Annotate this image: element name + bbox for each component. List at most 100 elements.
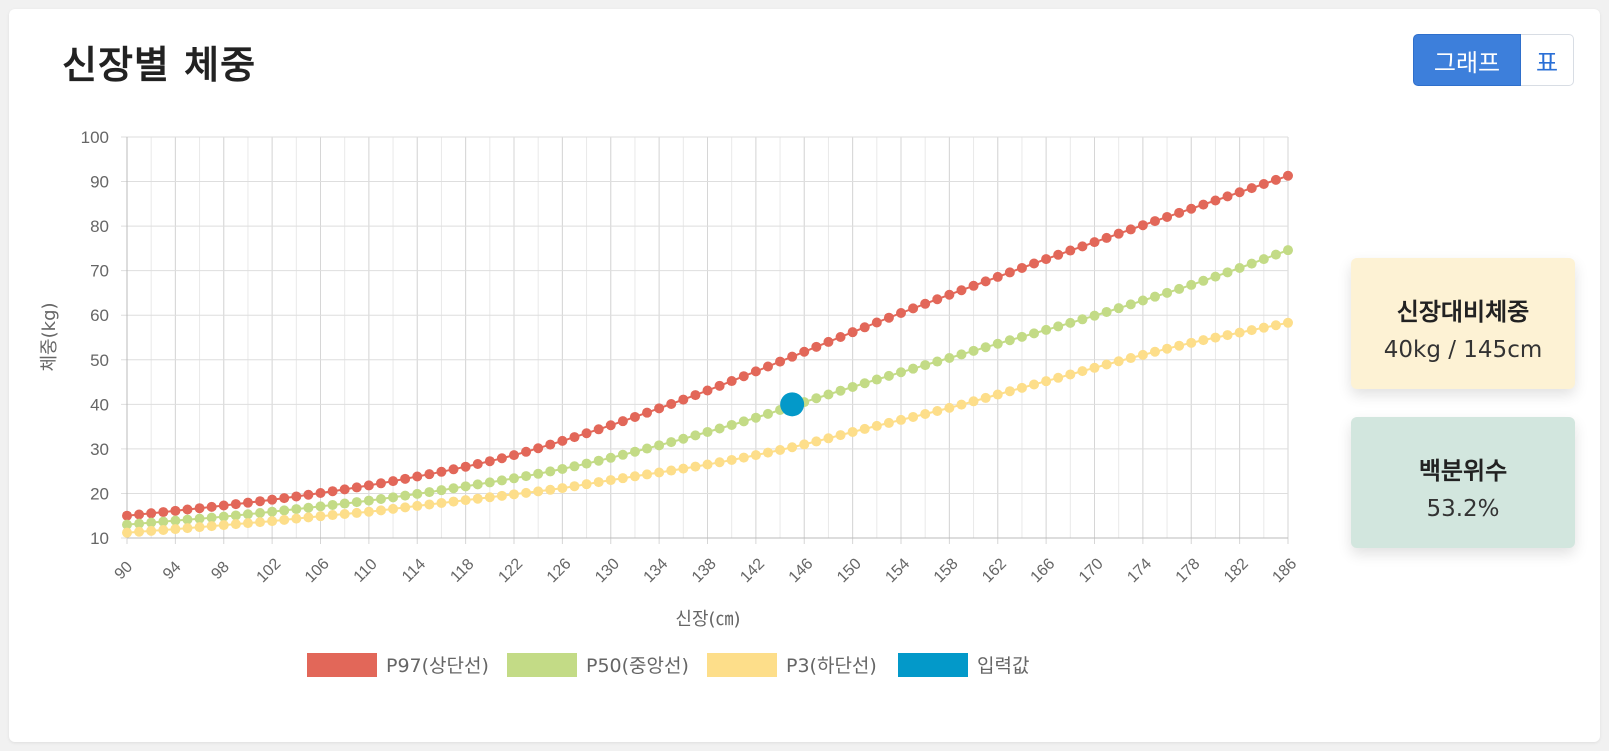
view-toggle-group: 그래프 표 [1413,34,1574,86]
x-tick-label: 162 [979,555,1010,586]
data-point-p97 [303,489,314,500]
data-point-p3 [1041,376,1052,387]
data-point-p97 [1246,183,1257,194]
data-point-p50 [1234,262,1245,273]
data-point-p50 [158,516,169,527]
data-point-p50 [1041,324,1052,335]
chart-axes [126,137,1288,539]
data-point-p50 [206,512,217,523]
data-point-p3 [871,420,882,431]
x-tick-label: 182 [1221,555,1252,586]
data-point-p97 [496,453,507,464]
data-point-p97 [859,322,870,333]
legend-swatch-p3 [707,653,777,677]
data-point-p3 [134,526,145,537]
data-point-p97 [1065,245,1076,256]
data-point-p3 [339,508,350,519]
data-point-p3 [1029,379,1040,390]
data-point-p97 [569,432,580,443]
data-point-p50 [1270,249,1281,260]
data-point-p97 [883,312,894,323]
data-point-p97 [146,508,157,519]
data-point-p3 [1186,337,1197,348]
series-p3 [122,317,1293,538]
data-point-p97 [593,424,604,435]
data-point-p3 [896,414,906,425]
x-tick-label: 178 [1173,555,1204,586]
data-point-p50 [726,419,737,430]
data-point-p50 [327,499,338,510]
data-point-p3 [920,408,931,419]
data-point-p97 [1186,203,1197,214]
data-point-p97 [726,376,737,387]
y-axis-ticks: 10 20 30 40 50 60 70 80 90 100 [81,128,109,548]
data-point-p3 [593,477,604,488]
data-point-p50 [279,505,290,516]
data-point-p97 [230,499,241,510]
data-point-p3 [460,495,471,506]
data-point-p3 [908,411,919,422]
data-point-p97 [533,443,544,454]
data-point-p97 [835,332,846,343]
x-tick-label: 94 [160,558,185,583]
data-point-p50 [992,338,1003,349]
data-point-p97 [690,390,701,401]
data-point-p50 [388,492,399,503]
data-point-p3 [170,524,181,535]
data-point-p97 [339,484,350,495]
data-point-p50 [291,504,302,515]
data-point-p3 [629,471,640,482]
data-point-p3 [545,484,556,495]
data-point-p50 [1029,328,1040,339]
data-point-p97 [642,407,653,418]
data-point-p97 [738,371,749,382]
data-point-p50 [883,370,894,381]
data-point-p50 [182,514,193,525]
data-point-p97 [194,503,205,514]
data-point-p97 [1234,187,1245,198]
data-point-p50 [1258,254,1269,265]
data-point-p97 [799,346,810,357]
data-point-p97 [787,351,798,362]
data-point-p97 [775,356,786,367]
legend-swatch-p50 [507,653,577,677]
data-point-p50 [896,367,906,378]
chart-series [122,170,1293,538]
graph-view-button[interactable]: 그래프 [1413,34,1521,86]
data-point-p50 [678,433,689,444]
data-point-p50 [545,466,556,477]
page-title: 신장별 체중 [62,43,257,87]
x-axis-label: 신장(㎝) [675,609,740,630]
data-point-p50 [1174,283,1185,294]
data-point-p97 [363,480,374,491]
data-point-p97 [351,482,362,493]
legend-label-p50: P50(중앙선) [586,655,689,677]
data-point-p97 [1258,179,1269,190]
data-point-p97 [182,504,193,515]
data-point-p3 [1077,366,1088,377]
data-point-p3 [1113,356,1124,367]
data-point-p50 [581,458,592,469]
data-point-p50 [1283,245,1293,256]
data-point-p3 [267,516,278,527]
data-point-p50 [170,515,181,526]
data-point-p97 [811,341,822,352]
data-point-p50 [255,507,266,518]
data-point-p97 [1137,220,1148,231]
data-point-p50 [194,513,205,524]
data-point-p3 [1162,343,1173,354]
weight-for-height-title: 신장대비체중 [1396,298,1530,326]
data-point-p50 [496,475,507,486]
x-tick-label: 98 [208,558,233,583]
table-view-button[interactable]: 표 [1521,34,1574,86]
data-point-p97 [702,385,713,396]
data-point-p97 [1149,216,1160,227]
data-point-p3 [944,402,955,413]
data-point-p50 [1053,321,1064,332]
data-point-p97 [279,493,290,504]
data-point-p50 [944,352,955,363]
data-point-p3 [206,521,217,532]
data-point-p3 [1258,322,1269,333]
legend-swatch-input [898,653,968,677]
